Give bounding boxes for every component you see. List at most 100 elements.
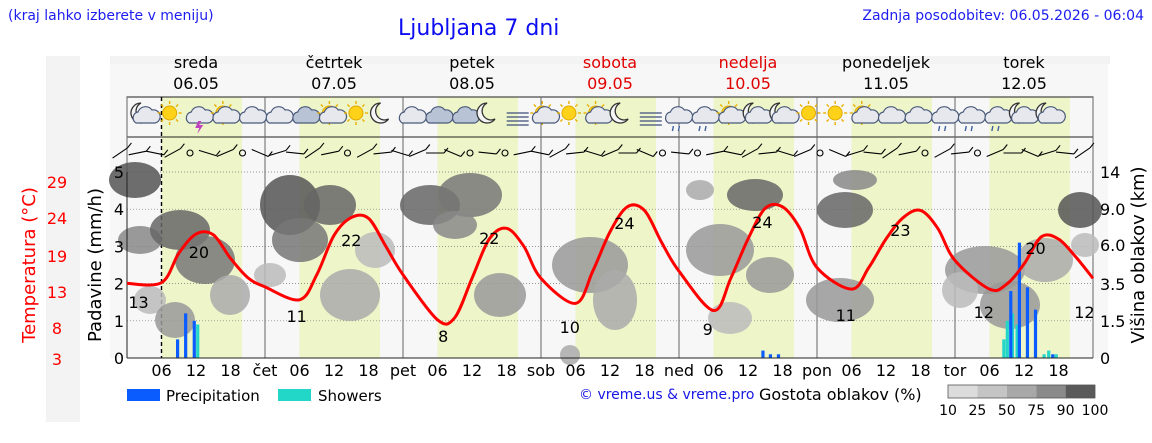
moon-cloud-icon: [130, 102, 161, 124]
wind-barb-flag: [810, 144, 816, 150]
cloud-shape: [531, 106, 561, 124]
sun-cloud-icon: [210, 101, 241, 125]
sun-ray: [228, 104, 232, 108]
x-tick-label: 12: [738, 361, 758, 380]
cloud-density-area: [686, 180, 714, 200]
y-right-tick: 0: [1100, 349, 1110, 368]
cloud-density-area: [942, 272, 978, 308]
sun-ray: [814, 118, 818, 122]
moon-shape: [609, 102, 629, 124]
moon-shape: [369, 102, 390, 124]
sun-ray: [867, 104, 871, 108]
day-name: nedelja: [719, 53, 778, 72]
wind-barb: [373, 151, 392, 155]
temperature-label: 22: [341, 231, 361, 250]
day-name: četrtek: [306, 53, 364, 72]
page-title: Ljubljana 7 dni: [398, 16, 560, 41]
y-left-tick: 4: [114, 200, 124, 219]
fog-icon: [506, 112, 529, 126]
sun-ray: [601, 104, 605, 108]
wind-barb-flag: [1055, 144, 1061, 151]
sun-ray: [548, 104, 552, 108]
wind-barb: [285, 151, 305, 155]
y-left-tick: 3: [114, 237, 124, 256]
temperature-label: 22: [479, 229, 499, 248]
temperature-label: 10: [560, 318, 580, 337]
wind-barb: [408, 148, 427, 158]
wind-barb-flag: [776, 146, 781, 153]
cloud-density-tick: 50: [998, 403, 1016, 419]
wind-barb-flag: [723, 145, 729, 152]
credit-link[interactable]: © vreme.us & vreme.pro: [579, 387, 755, 403]
wind-barb-flag: [968, 146, 974, 153]
x-tick-label: 06: [841, 361, 861, 380]
temperature-label: 20: [189, 243, 209, 262]
day-date: 06.05: [173, 74, 219, 93]
cloud-shape: [318, 106, 348, 124]
sun-ray: [826, 118, 830, 122]
shower-bar: [196, 324, 200, 358]
x-tick-label: 18: [910, 361, 930, 380]
temperature-line: [126, 202, 1095, 326]
wind-barb-flag: [915, 145, 921, 152]
wind-barb-flag: [1089, 142, 1095, 149]
day-date: 07.05: [311, 74, 357, 93]
sun-ray: [160, 104, 164, 108]
wind-barb: [549, 148, 566, 158]
x-tick-label: 12: [1014, 361, 1034, 380]
moon-cloud-icon: [742, 102, 774, 124]
x-day-label: tor: [944, 361, 967, 380]
legend-showers-swatch: [278, 389, 311, 401]
x-tick-label: 06: [289, 361, 309, 380]
last-update: Zadnja posodobitev: 06.05.2026 - 06:04: [862, 8, 1144, 24]
cloud-density-label: Gostota oblakov (%): [759, 385, 922, 404]
sun-disc: [801, 105, 817, 121]
shower-bar: [1005, 320, 1009, 358]
temperature-label: 12: [974, 303, 994, 322]
day-date: 08.05: [449, 74, 495, 93]
day-date: 09.05: [587, 74, 633, 93]
wind-barb: [898, 150, 917, 156]
sun-cloud-icon: [530, 101, 561, 125]
wind-barb: [776, 149, 794, 157]
legend-precipitation-swatch: [127, 389, 160, 401]
wind-calm: [921, 149, 929, 157]
precipitation-bar: [192, 320, 196, 358]
y-temp-tick: 24: [47, 209, 67, 228]
location-hint[interactable]: (kraj lahko izberete v meniju): [8, 8, 214, 24]
x-tick-label: 12: [324, 361, 344, 380]
rain-drop: [704, 125, 707, 132]
wind-barb-flag: [530, 145, 536, 152]
legend-showers-label: Showers: [318, 387, 382, 405]
precipitation-bar: [1009, 291, 1013, 358]
wind-barb-flag: [896, 142, 902, 149]
y-left-tick: 0: [114, 349, 124, 368]
x-tick-label: 12: [600, 361, 620, 380]
sun-ray: [574, 118, 578, 122]
moon-icon: [476, 102, 496, 124]
wind-barb: [164, 148, 181, 158]
wind-barb-flag: [881, 148, 886, 155]
wind-barb-flag: [285, 144, 291, 151]
wind-barb: [112, 147, 128, 159]
day-name: sreda: [174, 53, 218, 72]
x-day-label: ned: [664, 361, 694, 380]
wind-barb-flag: [688, 148, 694, 155]
rain-drop: [964, 125, 967, 132]
wind-barb-flag: [408, 150, 414, 157]
x-day-label: sob: [527, 361, 555, 380]
sun-icon: [823, 101, 848, 125]
y-temp-tick: 13: [47, 283, 67, 302]
precipitation-bar: [776, 354, 781, 358]
shower-bar: [1002, 339, 1006, 358]
day-date: 10.05: [725, 74, 771, 93]
moon-icon: [609, 102, 629, 124]
day-name: sobota: [583, 53, 637, 72]
lightning: [195, 121, 204, 134]
rain-drop: [677, 125, 681, 132]
sun-ray: [826, 104, 830, 108]
rain-drop: [997, 125, 1000, 132]
wind-barb-flag: [391, 146, 396, 153]
sun-ray: [734, 104, 738, 108]
y-temp-tick: 19: [47, 247, 67, 266]
